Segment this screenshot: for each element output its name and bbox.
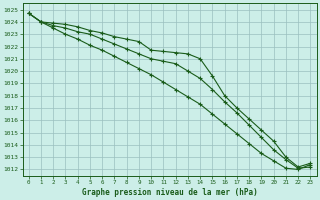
X-axis label: Graphe pression niveau de la mer (hPa): Graphe pression niveau de la mer (hPa)	[82, 188, 258, 197]
